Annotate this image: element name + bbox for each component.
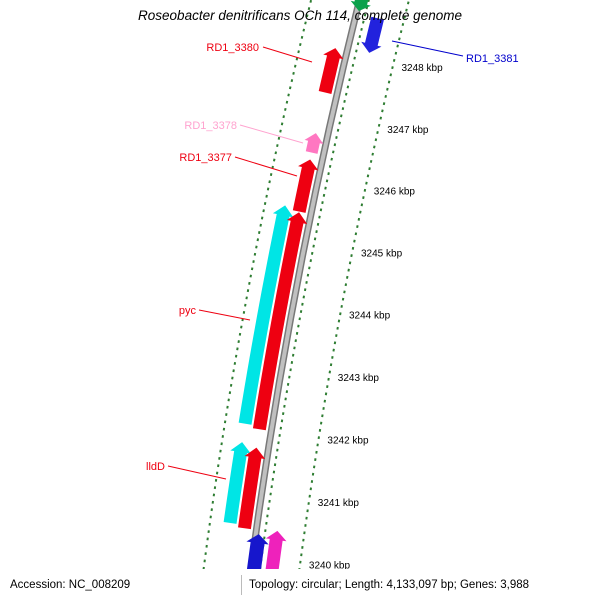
gene-arrow-lldD-gene[interactable] bbox=[223, 442, 251, 524]
ruler-dashed-arc bbox=[255, 0, 370, 600]
genome-backbone-core bbox=[245, 0, 362, 600]
status-accession: Accession: NC_008209 bbox=[10, 578, 131, 591]
gene-label-leader bbox=[198, 309, 251, 321]
gene-arrow-rd1_3378[interactable] bbox=[304, 133, 324, 154]
gene-label-lldD[interactable]: lldD bbox=[146, 461, 165, 473]
gene-label-leader bbox=[391, 40, 464, 57]
ruler-tick-label: 3246 kbp bbox=[374, 187, 416, 198]
gene-label-RD1_3381[interactable]: RD1_3381 bbox=[466, 53, 519, 65]
ruler-tick-label: 3243 kbp bbox=[338, 373, 380, 384]
status-topology: Topology: circular; Length: 4,133,097 bp… bbox=[249, 578, 530, 591]
gene-arrow-lldD-cds[interactable] bbox=[238, 447, 266, 530]
ruler-tick-label: 3248 kbp bbox=[402, 63, 444, 74]
ruler-tick-label: 3240 kbp bbox=[309, 561, 351, 572]
ruler-tick-label: 3245 kbp bbox=[361, 249, 403, 260]
ruler-dashed-arc bbox=[199, 0, 313, 595]
gene-arrow-rd1_3381[interactable] bbox=[361, 16, 384, 53]
gene-label-leader bbox=[262, 46, 313, 63]
gene-arrow-pyc-gene[interactable] bbox=[238, 205, 294, 425]
gene-label-leader bbox=[167, 465, 227, 480]
ruler-tick-label: 3244 kbp bbox=[349, 311, 391, 322]
gene-arrow-rd1_3377[interactable] bbox=[292, 159, 319, 213]
gene-arrow-pyc-cds[interactable] bbox=[252, 212, 308, 431]
gene-arrow-top-green[interactable] bbox=[350, 0, 371, 11]
gene-label-RD1_3377[interactable]: RD1_3377 bbox=[179, 152, 232, 164]
gene-label-leader bbox=[234, 156, 298, 177]
status-bar: Accession: NC_008209 Topology: circular;… bbox=[0, 569, 600, 600]
ruler-dashed-arc bbox=[294, 1, 410, 600]
gene-label-RD1_3378[interactable]: RD1_3378 bbox=[184, 120, 237, 132]
gene-label-RD1_3380[interactable]: RD1_3380 bbox=[206, 42, 259, 54]
ruler-tick-label: 3242 kbp bbox=[327, 436, 369, 447]
gene-label-pyc[interactable]: pyc bbox=[179, 305, 197, 317]
status-divider bbox=[241, 574, 242, 595]
ruler-tick-label: 3241 kbp bbox=[318, 498, 360, 509]
gene-arrow-rd1_3380[interactable] bbox=[318, 48, 344, 94]
ruler-tick-label: 3247 kbp bbox=[387, 125, 429, 136]
gene-label-leader bbox=[239, 124, 304, 144]
